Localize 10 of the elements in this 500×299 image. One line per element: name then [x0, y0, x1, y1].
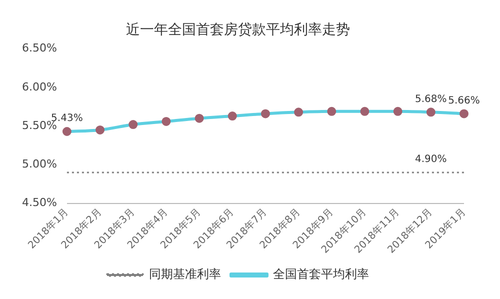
y-tick-label: 5.00% [22, 158, 57, 171]
y-tick-label: 6.00% [22, 80, 57, 94]
legend-label: 同期基准利率 [149, 267, 221, 282]
y-tick-label: 4.50% [22, 196, 57, 210]
data-label: 4.90% [415, 154, 447, 166]
chart-title: 近一年全国首套房贷款平均利率走势 [126, 22, 350, 38]
data-label: 5.68% [415, 94, 447, 105]
legend-label: 全国首套平均利率 [273, 267, 369, 282]
data-label: 5.66% [448, 95, 480, 106]
y-tick-label: 6.50% [22, 42, 57, 55]
